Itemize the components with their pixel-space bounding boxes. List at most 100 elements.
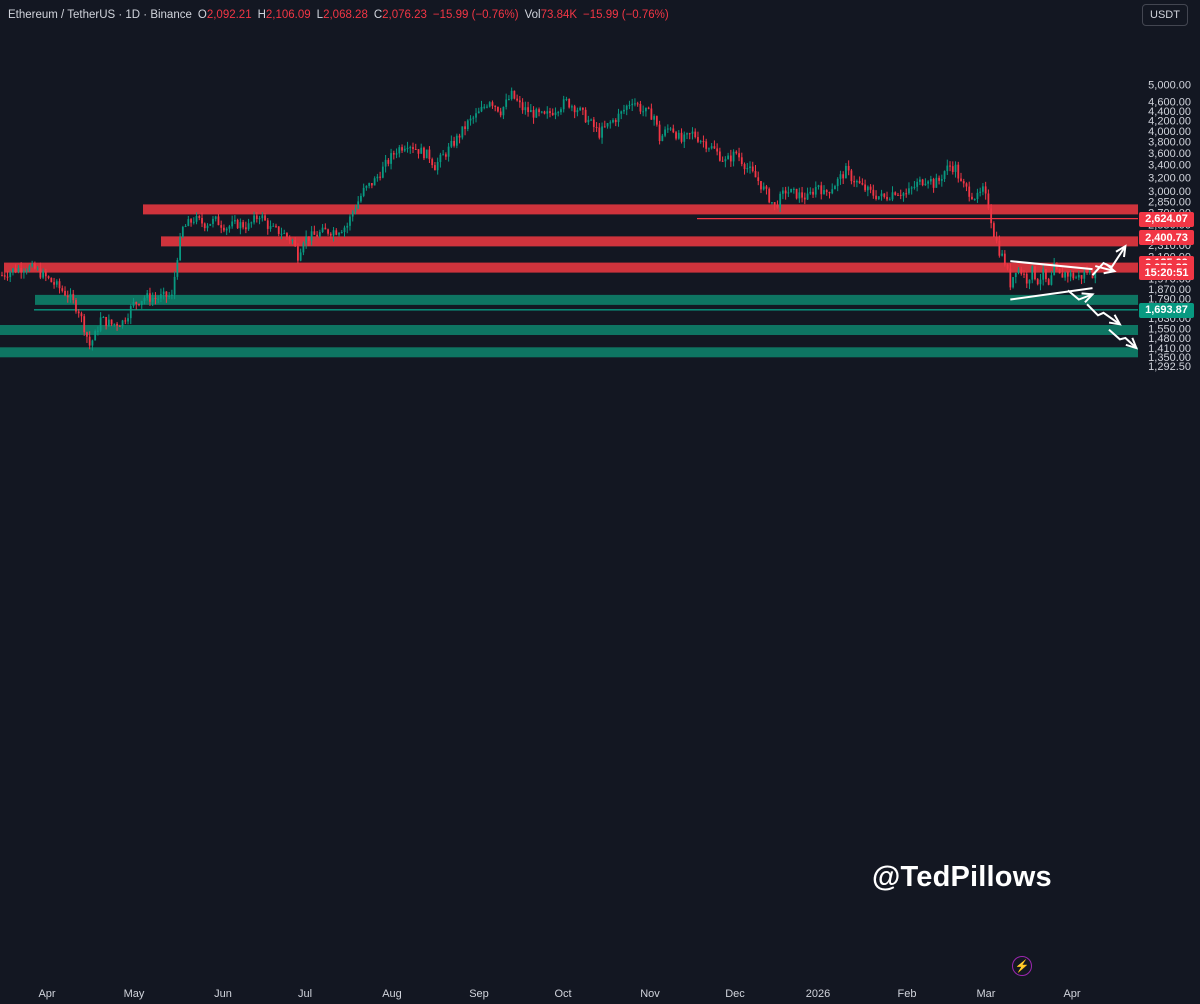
lightning-icon[interactable]: ⚡ (1012, 956, 1032, 976)
candle (228, 224, 231, 233)
candle (310, 226, 313, 246)
candle (3, 272, 6, 280)
candle (97, 326, 99, 336)
candle (480, 100, 483, 113)
candle (724, 156, 727, 168)
support-zone[interactable] (35, 294, 1138, 305)
candle (757, 171, 760, 186)
candle (20, 262, 23, 279)
candle (110, 319, 113, 327)
candle (834, 184, 836, 190)
candle (1075, 275, 1077, 279)
y-tick-label: 1,550.00 (1148, 323, 1191, 335)
candle (782, 187, 784, 200)
y-tick-label: 1,350.00 (1148, 352, 1191, 364)
candle (825, 189, 828, 196)
candle (995, 231, 998, 244)
projection-arrow[interactable] (1067, 289, 1093, 301)
candle (354, 204, 357, 215)
candle (439, 152, 442, 168)
candle (1064, 271, 1067, 281)
candle (107, 314, 110, 328)
price-axis[interactable]: 5,000.00 4,600.004,400.004,200.004,000.00… (1148, 79, 1191, 373)
candle (708, 147, 710, 152)
candle (771, 202, 773, 205)
arrow-head (1108, 314, 1122, 326)
candle (831, 183, 834, 195)
candle (527, 101, 529, 117)
candle (198, 214, 201, 221)
candle (842, 171, 845, 185)
resistance-zone[interactable] (161, 236, 1138, 247)
y-tick-label: 1,870.00 (1148, 284, 1191, 296)
y-tick-label: 4,000.00 (1148, 126, 1191, 138)
candle (735, 150, 738, 155)
candle (401, 144, 403, 153)
resistance-zone[interactable] (143, 204, 1138, 215)
candle (691, 127, 694, 140)
candle (91, 339, 94, 351)
candle (340, 229, 343, 234)
candle (297, 243, 299, 264)
candle (675, 130, 677, 141)
currency-unit-button[interactable]: USDT (1142, 4, 1188, 26)
candle (1003, 250, 1006, 267)
candle (157, 295, 160, 304)
candle (677, 130, 680, 140)
candle (1017, 267, 1020, 275)
candle (839, 170, 842, 185)
candle (595, 122, 598, 132)
candle (694, 128, 697, 139)
candle (338, 232, 340, 237)
candle (165, 291, 168, 303)
candle (184, 224, 187, 228)
candle (368, 182, 371, 189)
candle (469, 115, 472, 126)
x-tick-label: Jun (214, 988, 232, 1000)
candle (899, 189, 902, 200)
candle (864, 179, 866, 192)
candle (1080, 274, 1083, 285)
time-axis[interactable]: Apr May Jun Jul Aug Sep Oct Nov Dec 2026 Feb Mar Apr (38, 988, 1080, 1000)
candle (858, 176, 861, 184)
candle (803, 192, 806, 205)
symbol-title[interactable]: Ethereum / TetherUS · 1D · Binance (8, 9, 192, 21)
candle (1077, 270, 1080, 281)
support-zone[interactable] (0, 324, 1138, 335)
candle (69, 288, 72, 303)
projection-arrow[interactable] (1095, 265, 1115, 273)
volume-change: −15.99 (−0.76%) (583, 9, 669, 21)
candle (729, 149, 732, 167)
candle (532, 106, 535, 124)
candle (573, 104, 576, 119)
y-tick-label: 3,400.00 (1148, 160, 1191, 172)
candle (1028, 279, 1031, 290)
candle (371, 183, 373, 189)
candle (850, 168, 853, 185)
candle (760, 180, 762, 194)
candle (231, 215, 234, 229)
candle (255, 212, 258, 223)
triangle-trendline[interactable] (1010, 287, 1093, 301)
candle (987, 189, 990, 211)
projection-arrow[interactable] (1108, 328, 1138, 349)
candle (472, 115, 475, 124)
triangle-trendline[interactable] (1010, 260, 1093, 271)
candle (688, 132, 691, 140)
candle (253, 211, 255, 225)
candle (381, 161, 384, 179)
candle (891, 186, 894, 202)
candle (784, 186, 787, 200)
annotations-layer (1010, 244, 1139, 350)
candle (973, 198, 976, 201)
projection-arrow[interactable] (1086, 303, 1121, 326)
candle (444, 152, 447, 160)
candle (483, 104, 486, 110)
resistance-zone[interactable] (4, 262, 1138, 273)
candle (42, 268, 44, 280)
candle (305, 230, 308, 249)
candle (53, 277, 55, 289)
candle (787, 186, 790, 198)
support-zone[interactable] (0, 347, 1138, 358)
